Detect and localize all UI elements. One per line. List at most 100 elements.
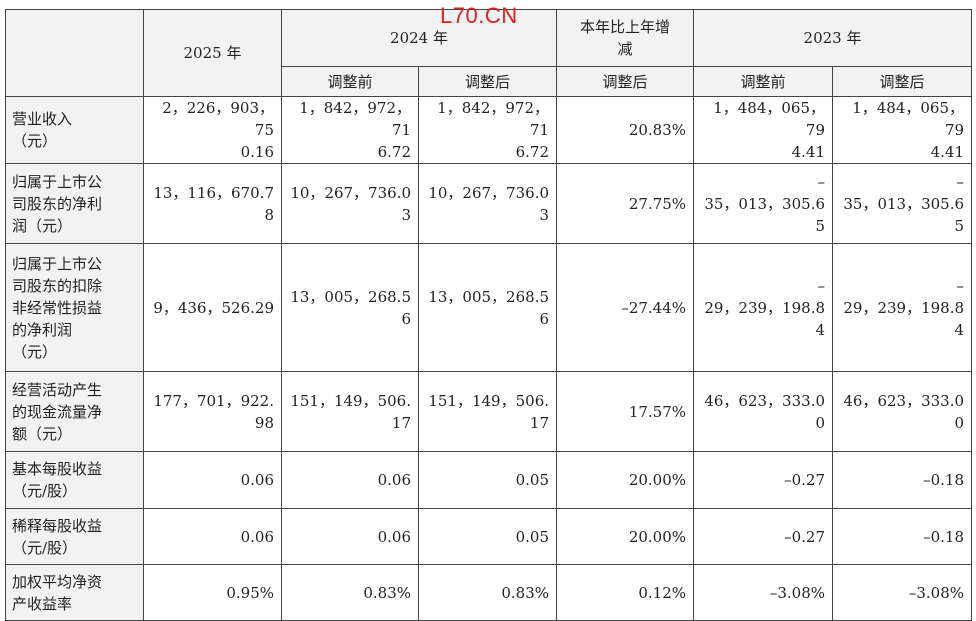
cell-value: 20.83% (628, 121, 687, 139)
cell-value: 1，484，065，79 4.41 (852, 99, 965, 161)
cell-v2025: 0.95% (143, 564, 282, 621)
cell-value: 0.05 (515, 471, 550, 489)
header-2023-after: 调整后 (832, 66, 973, 97)
cell-v2024-before: 0.83% (281, 564, 419, 621)
cell-v2024-before: 0.06 (281, 508, 419, 565)
cell-v2025: 2，226，903，75 0.16 (143, 96, 282, 164)
cell-v2025: 0.06 (143, 508, 282, 565)
cell-change: 20.00% (556, 508, 695, 565)
table-row: 经营活动产生 的现金流量净 额（元） 177，701，922. 98 151，149… (5, 371, 973, 452)
cell-v2025: 9，436，526.29 (143, 243, 282, 372)
cell-v2023-before: 46，623，333.0 0 (693, 371, 834, 452)
cell-value: 46，623，333.0 0 (843, 391, 965, 432)
cell-value: 1，842，972，71 6.72 (437, 99, 550, 161)
cell-v2023-before: 1，484，065，79 4.41 (693, 96, 834, 164)
cell-value: 13，116，670.7 8 (153, 183, 274, 224)
cell-value: 0.95% (226, 583, 274, 602)
cell-value: 20.00% (628, 471, 687, 489)
cell-v2024-after: 1，842，972，71 6.72 (417, 96, 558, 164)
cell-value: 151，149，506. 17 (290, 391, 411, 432)
cell-value: 1，842，972，71 6.72 (299, 99, 411, 161)
cell-value: – 29，239，198.8 4 (704, 276, 826, 339)
cell-value: 151，149，506. 17 (428, 391, 550, 432)
cell-change: 27.75% (556, 163, 695, 244)
cell-change: –27.44% (556, 243, 695, 372)
cell-change: 20.00% (556, 451, 695, 509)
cell-v2023-before: – 29，239，198.8 4 (693, 243, 834, 372)
cell-change: 0.12% (556, 564, 695, 621)
table-row: 归属于上市公 司股东的净利 润（元） 13，116，670.7 8 10，267，7… (5, 163, 973, 244)
cell-value: 0.06 (240, 471, 274, 489)
cell-v2024-before: 151，149，506. 17 (281, 371, 419, 452)
cell-value: 0.83% (501, 583, 550, 602)
cell-value: 17.57% (628, 402, 687, 421)
cell-value: – 35，013，305.6 5 (704, 172, 826, 235)
table-row: 营业收入 （元） 2，226，903，75 0.16 1，842，972，71 6.… (5, 96, 973, 164)
cell-value: 0.06 (377, 527, 411, 546)
header-2023: 2023 年 (693, 9, 973, 67)
cell-value: –0.27 (784, 471, 826, 489)
row-label: 营业收入 （元） (5, 96, 144, 164)
cell-value: 2，226，903，75 0.16 (162, 99, 274, 161)
row-label: 稀释每股收益 （元/股） (5, 508, 144, 565)
cell-v2023-before: –3.08% (693, 564, 834, 621)
header-row-1: 2025 年 2024 年 本年比上年增 减 2023 年 (5, 9, 973, 97)
row-label-text: 归属于上市公 司股东的扣除 非经常性损益 的净利润 （元） (12, 254, 103, 361)
cell-v2024-before: 1，842，972，71 6.72 (281, 96, 419, 164)
row-label: 加权平均净资 产收益率 (5, 564, 144, 621)
cell-value: 9，436，526.29 (153, 298, 274, 317)
row-label-text: 基本每股收益 （元/股） (12, 460, 103, 500)
cell-value: –3.08% (908, 583, 965, 602)
cell-value: 27.75% (628, 194, 687, 213)
row-label: 经营活动产生 的现金流量净 额（元） (5, 371, 144, 452)
header-change: 本年比上年增 减 (556, 9, 695, 67)
cell-v2024-after: 151，149，506. 17 (417, 371, 558, 452)
cell-v2024-before: 10，267，736.0 3 (281, 163, 419, 244)
cell-value: 20.00% (628, 527, 687, 546)
table-row: 归属于上市公 司股东的扣除 非经常性损益 的净利润 （元） 9，436，526.2… (5, 243, 973, 372)
cell-v2023-after: – 29，239，198.8 4 (832, 243, 973, 372)
cell-value: – 35，013，305.6 5 (843, 172, 965, 235)
table-row: 基本每股收益 （元/股） 0.06 0.06 0.05 20.00% –0.27 –0.18 (5, 451, 973, 509)
cell-v2024-before: 0.06 (281, 451, 419, 509)
header-2024-before: 调整前 (281, 66, 419, 97)
cell-v2023-before: – 35，013，305.6 5 (693, 163, 834, 244)
cell-value: 10，267，736.0 3 (428, 183, 550, 224)
row-label: 归属于上市公 司股东的净利 润（元） (5, 163, 144, 244)
row-label-text: 营业收入 （元） (12, 110, 73, 150)
cell-value: – 29，239，198.8 4 (843, 276, 965, 339)
cell-value: 46，623，333.0 0 (704, 391, 826, 432)
cell-value: 177，701，922. 98 (153, 391, 274, 432)
cell-v2025: 177，701，922. 98 (143, 371, 282, 452)
row-label: 基本每股收益 （元/股） (5, 451, 144, 509)
cell-v2024-before: 13，005，268.5 6 (281, 243, 419, 372)
header-2024-after: 调整后 (417, 66, 558, 97)
cell-value: 13，005，268.5 6 (290, 287, 411, 328)
cell-v2024-after: 0.05 (417, 451, 558, 509)
table-row: 加权平均净资 产收益率 0.95% 0.83% 0.83% 0.12% –3.08% –3.… (5, 564, 973, 621)
table-row: 稀释每股收益 （元/股） 0.06 0.06 0.05 20.00% –0.27 –0.18 (5, 508, 973, 565)
cell-v2024-after: 0.05 (417, 508, 558, 565)
cell-value: 0.06 (240, 527, 274, 546)
header-blank (5, 9, 144, 97)
cell-v2023-after: – 35，013，305.6 5 (832, 163, 973, 244)
row-label-text: 稀释每股收益 （元/股） (12, 516, 103, 557)
header-row-2: 调整前 调整后 调整后 调整前 调整后 (6, 66, 973, 97)
financial-table: 2025 年 2024 年 本年比上年增 减 2023 年 调整前 调整后 调整… (5, 9, 973, 621)
row-label-text: 归属于上市公 司股东的净利 润（元） (12, 172, 103, 235)
cell-v2023-before: –0.27 (693, 508, 834, 565)
header-change-after: 调整后 (556, 66, 695, 97)
cell-value: 13，005，268.5 6 (428, 287, 550, 328)
cell-value: 0.06 (377, 471, 411, 489)
cell-value: 0.05 (515, 527, 550, 546)
cell-v2023-after: 46，623，333.0 0 (832, 371, 973, 452)
row-label-text: 加权平均净资 产收益率 (12, 572, 103, 613)
cell-value: –27.44% (621, 298, 687, 317)
cell-v2025: 13，116，670.7 8 (143, 163, 282, 244)
cell-v2023-after: –0.18 (832, 508, 973, 565)
cell-value: 0.83% (363, 583, 411, 602)
cell-v2023-after: 1，484，065，79 4.41 (832, 96, 973, 164)
cell-value: –3.08% (769, 583, 826, 602)
cell-v2024-after: 13，005，268.5 6 (417, 243, 558, 372)
header-2023-before: 调整前 (693, 66, 834, 97)
